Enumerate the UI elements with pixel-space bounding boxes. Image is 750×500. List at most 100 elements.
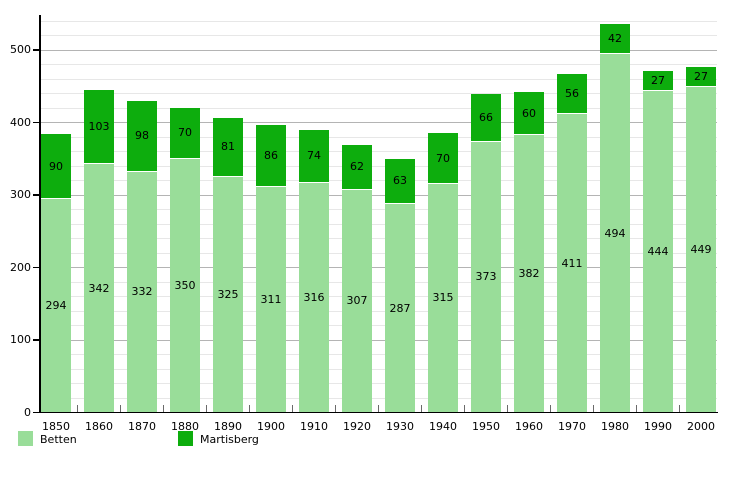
bar-value-label: 325 [217,287,239,301]
x-boundary-tick [593,405,594,412]
bar-value-label: 86 [264,148,278,162]
legend-swatch-betten [18,431,33,446]
bar-segment-martisberg-1970: 56 [557,73,587,114]
bar-value-label: 332 [131,285,153,299]
x-tick-label: 1950 [472,420,500,433]
legend-label-betten: Betten [40,433,77,446]
bar-value-label: 81 [221,140,235,154]
y-axis-tick [33,121,40,124]
bar-segment-martisberg-1950: 66 [471,94,501,141]
bar-value-label: 444 [647,244,669,258]
y-axis-tick [33,266,40,269]
minor-gridline [40,238,717,240]
bar-value-label: 449 [690,242,712,256]
bar-segment-martisberg-1890: 81 [213,118,243,176]
minor-gridline [40,64,717,66]
minor-gridline [40,223,717,225]
bar-segment-martisberg-1860: 103 [84,89,114,164]
x-tick-label: 1870 [128,420,156,433]
bar-segment-martisberg-1850: 90 [41,133,71,199]
major-gridline [40,49,717,51]
bar-value-label: 90 [49,159,63,173]
x-axis-line [38,411,718,413]
minor-gridline [40,209,717,211]
x-boundary-tick [378,405,379,412]
x-boundary-tick [636,405,637,412]
bar-segment-martisberg-1930: 63 [385,158,415,204]
bar-value-label: 316 [303,291,325,305]
bar-segment-martisberg-1880: 70 [170,107,200,158]
bar-segment-betten-1900: 311 [256,186,286,412]
minor-gridline [40,354,717,356]
major-gridline [40,267,717,269]
minor-gridline [40,78,717,80]
bar-value-label: 307 [346,294,368,308]
legend-label-martisberg: Martisberg [200,433,259,446]
x-boundary-tick [679,405,680,412]
bar-segment-martisberg-1910: 74 [299,129,329,183]
bar-segment-martisberg-1920: 62 [342,144,372,189]
x-boundary-tick [120,405,121,412]
x-tick-label: 1970 [558,420,586,433]
minor-gridline [40,180,717,182]
bar-value-label: 373 [475,270,497,284]
bar-segment-betten-1890: 325 [213,176,243,412]
bar-value-label: 42 [608,32,622,46]
x-tick-label: 1940 [429,420,457,433]
x-tick-label: 1990 [644,420,672,433]
bar-segment-betten-1880: 350 [170,158,200,412]
bar-value-label: 411 [561,256,583,270]
bar-segment-betten-1940: 315 [428,183,458,412]
bar-value-label: 315 [432,291,454,305]
x-tick-label: 1880 [171,420,199,433]
bar-value-label: 74 [307,149,321,163]
major-gridline [40,339,717,341]
minor-gridline [40,368,717,370]
y-axis-tick [33,194,40,196]
bar-value-label: 56 [565,87,579,101]
bar-value-label: 27 [694,70,708,84]
minor-gridline [40,325,717,327]
y-tick-label: 300 [10,188,31,202]
bar-segment-martisberg-1990: 27 [643,70,673,90]
minor-gridline [40,136,717,138]
x-tick-label: 2000 [687,420,715,433]
bar-value-label: 287 [389,301,411,315]
bar-value-label: 27 [651,73,665,87]
x-tick-label: 1890 [214,420,242,433]
minor-gridline [40,35,717,37]
bar-value-label: 382 [518,267,540,281]
bar-segment-betten-2000: 449 [686,86,716,412]
x-tick-label: 1860 [85,420,113,433]
x-tick-label: 1930 [386,420,414,433]
major-gridline [40,122,717,124]
x-tick-label: 1980 [601,420,629,433]
bar-segment-betten-1980: 494 [600,54,630,412]
bar-segment-betten-1930: 287 [385,204,415,412]
bar-segment-betten-1960: 382 [514,135,544,412]
bar-value-label: 70 [436,151,450,165]
y-axis-line [39,15,41,413]
bar-segment-martisberg-1960: 60 [514,91,544,135]
minor-gridline [40,310,717,312]
y-tick-label: 0 [24,405,31,419]
x-boundary-tick [206,405,207,412]
bar-segment-martisberg-1940: 70 [428,133,458,183]
y-tick-label: 400 [10,115,31,129]
minor-gridline [40,397,717,399]
minor-gridline [40,107,717,109]
x-boundary-tick [163,405,164,412]
y-tick-label: 500 [10,43,31,57]
bar-value-label: 342 [88,281,110,295]
x-boundary-tick [77,405,78,412]
major-gridline [40,194,717,196]
x-tick-label: 1920 [343,420,371,433]
x-boundary-tick [507,405,508,412]
bar-value-label: 311 [260,292,282,306]
bar-segment-martisberg-1900: 86 [256,124,286,186]
x-boundary-tick [292,405,293,412]
bar-segment-martisberg-2000: 27 [686,67,716,86]
y-axis-tick [33,339,40,341]
bar-value-label: 294 [45,299,67,313]
